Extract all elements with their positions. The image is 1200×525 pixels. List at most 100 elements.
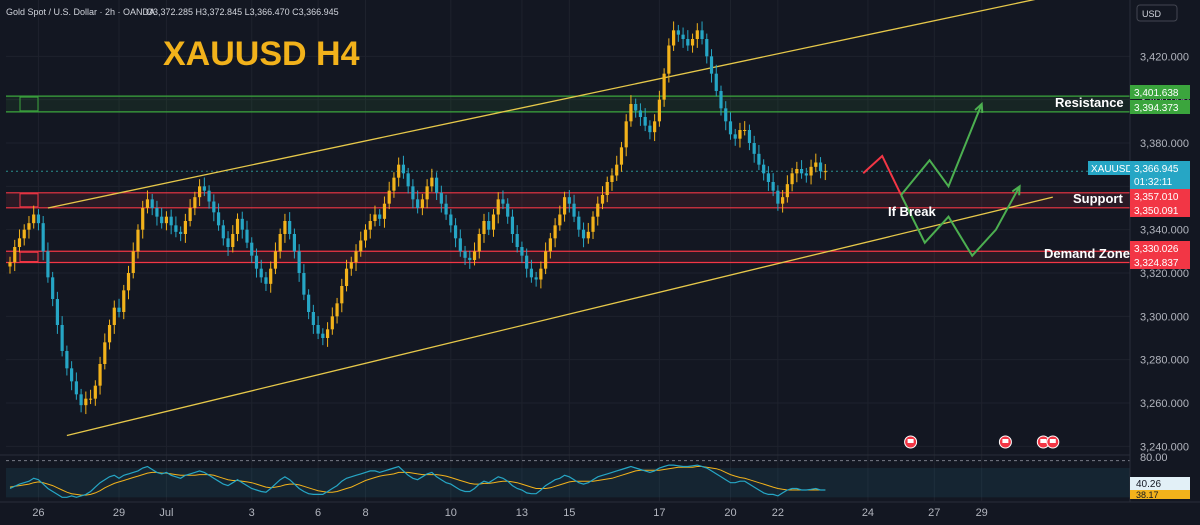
x-tick-label: 15	[563, 507, 575, 519]
support-label: Support	[1073, 191, 1123, 206]
candle-body	[188, 208, 192, 221]
candle-body	[695, 30, 699, 39]
candle-body	[131, 251, 135, 273]
projection-red-path	[862, 154, 902, 196]
candle-body	[183, 221, 187, 234]
candle-body	[752, 143, 756, 154]
resistance-label: Resistance	[1055, 95, 1124, 110]
y-tick-label: 3,340.000	[1140, 225, 1189, 237]
currency-label: USD	[1142, 9, 1162, 19]
support-lower-tag	[1130, 203, 1190, 217]
candle-body	[790, 173, 794, 185]
candle-body	[41, 223, 45, 252]
resistance-lower-tag	[1130, 100, 1190, 114]
candle-body	[634, 104, 638, 111]
candle-body	[65, 351, 69, 369]
candle-body	[107, 325, 112, 343]
candle-body	[681, 34, 685, 39]
candle-body	[581, 229, 586, 239]
x-tick-label: 10	[445, 507, 457, 519]
candle-body	[32, 214, 36, 224]
x-tick-label: 24	[862, 507, 874, 519]
candle-body	[567, 197, 571, 204]
candle-body	[799, 169, 804, 174]
resistance-zone-handle[interactable]	[19, 96, 39, 112]
candle-body	[155, 208, 159, 217]
candle-body	[482, 221, 486, 234]
candle-body	[288, 221, 292, 234]
candle-body	[771, 182, 775, 191]
candle-body	[814, 162, 818, 167]
candle-body	[416, 199, 420, 208]
candle-body	[302, 273, 306, 295]
candle-body	[619, 147, 624, 165]
candle-body	[17, 238, 22, 247]
candle-body	[273, 251, 278, 269]
candle-body	[401, 164, 406, 174]
economic-event-flag	[1040, 439, 1047, 443]
x-tick-label: 29	[113, 507, 125, 519]
y-tick-label: 3,260.000	[1140, 398, 1189, 410]
candle-body	[349, 262, 353, 269]
x-tick-label: 27	[928, 507, 940, 519]
y-tick-label: 3,240.000	[1140, 441, 1189, 453]
osc-upper-level-label: 80.00	[1140, 452, 1168, 464]
candle-body	[672, 30, 676, 46]
osc-signal-line	[9, 466, 826, 496]
x-tick-label: 3	[249, 507, 255, 519]
candle-body	[458, 238, 462, 252]
candle-body	[198, 186, 202, 198]
candle-body	[420, 199, 424, 208]
candle-body	[93, 385, 97, 399]
currency-button[interactable]	[1136, 4, 1178, 22]
demand-lower-price: 3,324.837	[1134, 258, 1179, 269]
support-upper-price: 3,357.010	[1134, 192, 1179, 203]
candle-body	[534, 277, 538, 280]
support-zone-handle[interactable]	[19, 193, 39, 208]
candle-body	[340, 286, 344, 304]
candle-body	[757, 153, 761, 165]
candle-body	[510, 216, 515, 234]
candle-body	[387, 190, 391, 204]
candle-body	[8, 262, 12, 267]
candle-body	[449, 214, 453, 226]
ohlc-readout: O3,372.285 H3,372.845 L3,366.470 C3,366.…	[146, 7, 339, 17]
economic-event-flag	[1002, 439, 1009, 443]
candle-body	[766, 173, 770, 182]
current-price-tag	[1130, 161, 1190, 189]
candle-body	[397, 164, 401, 178]
candle-body	[74, 381, 78, 395]
economic-event-flag	[1049, 439, 1056, 443]
x-tick-label: 22	[772, 507, 784, 519]
x-tick-label: Jul	[159, 507, 173, 519]
candle-body	[747, 130, 752, 143]
candle-body	[638, 110, 643, 117]
osc-value: 40.26	[1136, 479, 1161, 490]
x-tick-label: 13	[516, 507, 528, 519]
candle-body	[776, 190, 780, 204]
candle-body	[216, 212, 221, 226]
candle-body	[112, 307, 116, 325]
candle-body	[544, 251, 548, 269]
candle-body	[126, 273, 131, 291]
candle-body	[553, 225, 557, 239]
candle-body	[368, 221, 372, 230]
candle-body	[245, 229, 249, 243]
symbol-tag	[1088, 161, 1131, 175]
candle-body	[648, 125, 652, 133]
candle-body	[292, 234, 296, 252]
time-axis[interactable]	[0, 502, 1200, 525]
candle-body	[525, 255, 529, 269]
candle-body	[88, 398, 93, 400]
candle-body	[311, 312, 315, 325]
candle-body	[335, 303, 339, 317]
candle-body	[164, 216, 169, 224]
demand-zone-handle[interactable]	[19, 251, 39, 263]
candle-body	[363, 229, 368, 241]
candle-body	[46, 251, 50, 278]
candle-body	[259, 268, 263, 278]
candle-body	[392, 177, 396, 191]
candle-body	[577, 216, 581, 230]
candle-body	[269, 268, 273, 284]
